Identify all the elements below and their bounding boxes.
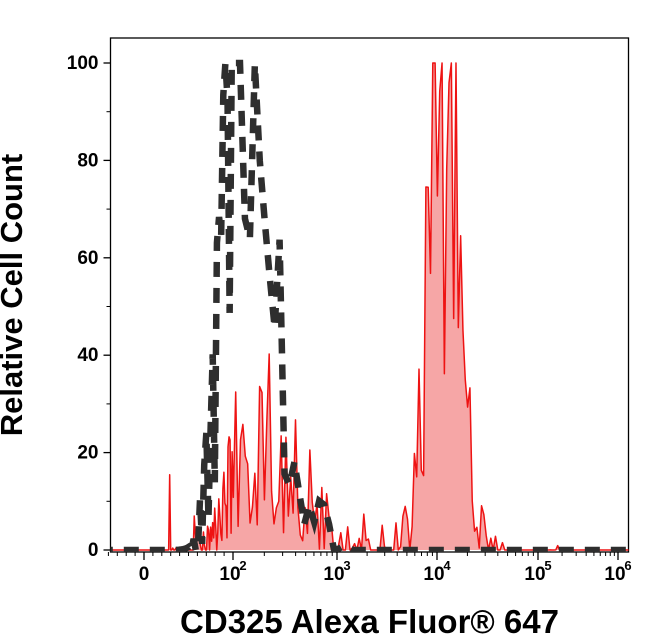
svg-text:20: 20 <box>77 443 98 464</box>
svg-text:60: 60 <box>77 248 98 269</box>
svg-text:10: 10 <box>323 564 344 585</box>
svg-text:CD325 Alexa Fluor® 647: CD325 Alexa Fluor® 647 <box>180 603 559 640</box>
svg-text:10: 10 <box>524 564 545 585</box>
svg-text:3: 3 <box>343 558 350 573</box>
svg-text:40: 40 <box>77 345 98 366</box>
svg-text:5: 5 <box>544 558 551 573</box>
svg-text:100: 100 <box>67 53 99 74</box>
svg-text:80: 80 <box>77 150 98 171</box>
svg-text:10: 10 <box>423 564 444 585</box>
svg-text:4: 4 <box>443 558 451 573</box>
svg-text:6: 6 <box>624 558 631 573</box>
svg-text:10: 10 <box>219 564 240 585</box>
svg-text:Relative Cell Count: Relative Cell Count <box>0 154 29 437</box>
svg-text:0: 0 <box>139 564 150 585</box>
svg-text:10: 10 <box>604 564 625 585</box>
svg-text:2: 2 <box>239 558 246 573</box>
svg-text:0: 0 <box>88 540 99 561</box>
